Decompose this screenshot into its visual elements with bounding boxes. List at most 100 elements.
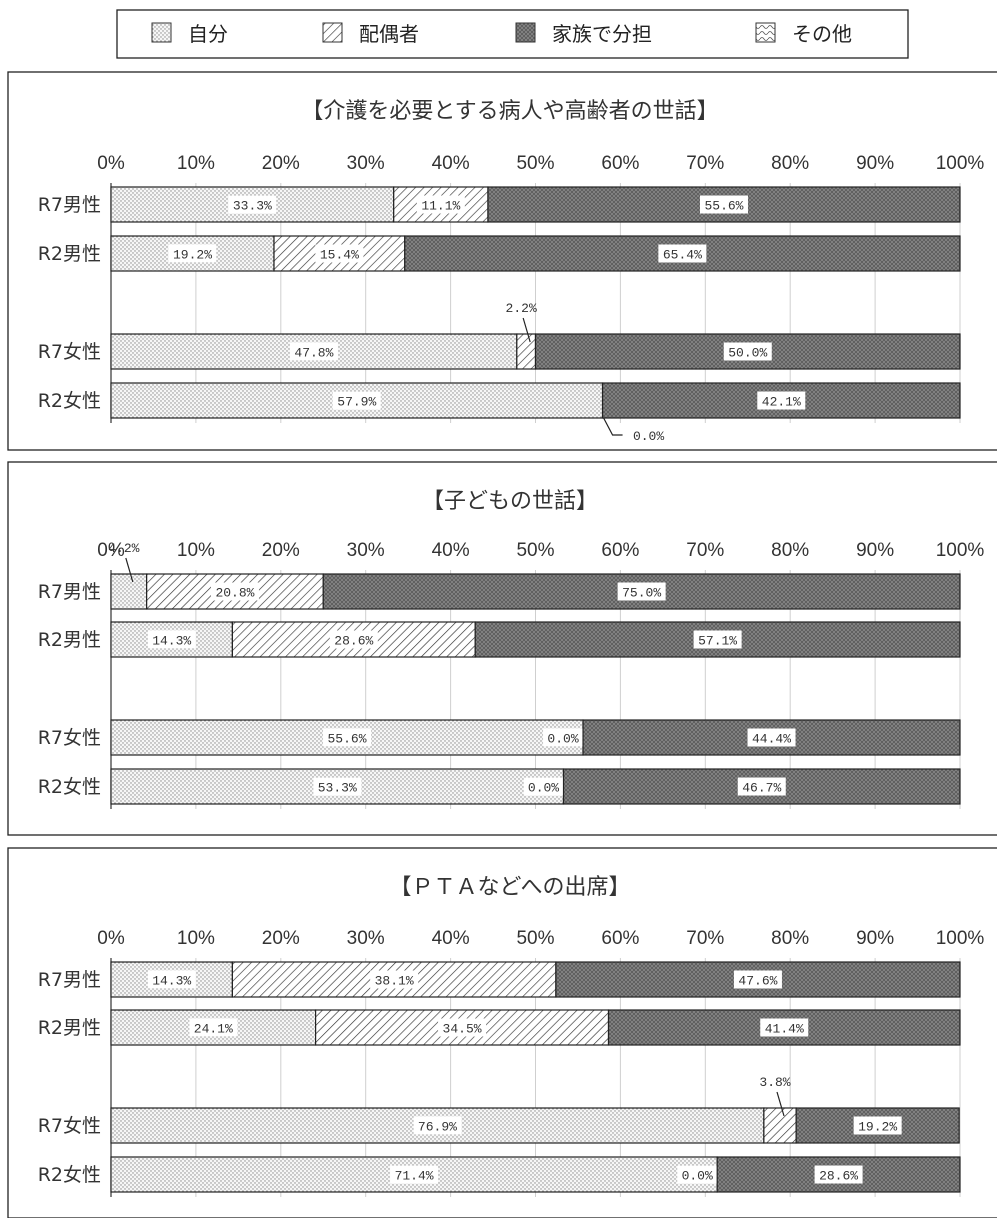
data-label-bg <box>543 728 584 747</box>
data-label: 3.8% <box>759 1075 790 1090</box>
data-label-bg <box>760 1018 809 1037</box>
data-label: 19.2% <box>173 248 212 263</box>
x-tick-label: 90% <box>856 153 894 174</box>
bar-segment-spouse <box>516 333 537 370</box>
data-label: 0.0% <box>547 732 578 747</box>
legend-swatch-family <box>515 22 536 43</box>
row-label: R7女性 <box>38 727 101 749</box>
bar-row: R7男性 14.3% 38.1% 47.6% <box>38 961 961 998</box>
legend-swatch-spouse <box>322 22 343 43</box>
data-label-bg <box>315 244 364 263</box>
row-label: R7男性 <box>38 194 101 216</box>
chart-panel-3: 【ＰＴＡなどへの出席】 0% 10% 20% 30% 40% 50% 60% 70% 80% 90%… <box>7 847 997 1218</box>
bar-row: R7男性 4.2% 20.8% 75.0% <box>38 541 961 610</box>
data-label: 4.2% <box>108 541 139 556</box>
data-label-bg <box>693 630 742 649</box>
x-tick-label: 60% <box>601 540 639 561</box>
data-label: 50.0% <box>728 346 767 361</box>
leader-line <box>602 415 623 436</box>
data-label: 71.4% <box>395 1169 434 1184</box>
chart-title: 【ＰＴＡなどへの出席】 <box>390 875 631 900</box>
chart-panel-2: 【子どもの世話】 0% 10% 20% 30% 40% 50% 60% 70% 80% 90% 100… <box>7 461 997 836</box>
data-label-bg <box>210 582 259 601</box>
x-tick-label: 0% <box>97 540 125 561</box>
data-label: 46.7% <box>742 781 781 796</box>
legend-swatch-self <box>151 22 172 43</box>
leader-line <box>125 557 134 583</box>
data-label: 47.6% <box>738 974 777 989</box>
legend-swatch-other <box>755 22 776 43</box>
data-label: 28.6% <box>334 634 373 649</box>
data-label-bg <box>438 1018 487 1037</box>
data-label-bg <box>168 244 217 263</box>
leader-line <box>522 317 531 343</box>
chart-panels: 【介護を必要とする病人や高齢者の世話】 0% 10% 20% 30% 40% 50% 60% 7… <box>7 71 997 1218</box>
bar-row: R7女性 76.9% 3.8% 19.2% <box>38 1075 960 1144</box>
data-label: 20.8% <box>215 586 254 601</box>
x-tick-label: 70% <box>686 928 724 949</box>
bar-row: R7女性 47.8% 2.2% 50.0% <box>38 301 961 370</box>
data-label-bg <box>814 1165 863 1184</box>
chart-title: 【介護を必要とする病人や高齢者の世話】 <box>301 99 718 124</box>
x-tick-label: 100% <box>936 540 985 561</box>
leader-line <box>776 1091 785 1117</box>
data-label: 65.4% <box>663 248 702 263</box>
x-tick-label: 90% <box>856 540 894 561</box>
chart-panel-1: 【介護を必要とする病人や高齢者の世話】 0% 10% 20% 30% 40% 50% 60% 7… <box>7 71 997 451</box>
x-tick-label: 90% <box>856 928 894 949</box>
data-label: 14.3% <box>152 974 191 989</box>
data-label-bg <box>147 970 196 989</box>
row-label: R7男性 <box>38 581 101 603</box>
row-label: R2女性 <box>38 390 101 412</box>
row-label: R7男性 <box>38 969 101 991</box>
x-tick-label: 70% <box>686 540 724 561</box>
data-label: 34.5% <box>443 1022 482 1037</box>
x-tick-label: 70% <box>686 153 724 174</box>
data-label-bg <box>723 342 772 361</box>
row-label: R7女性 <box>38 341 101 363</box>
data-label-bg <box>370 970 419 989</box>
bar-segment-family <box>322 573 961 610</box>
data-label-bg <box>147 630 196 649</box>
data-label-bg <box>323 728 372 747</box>
data-label-bg <box>390 1165 439 1184</box>
row-label: R2男性 <box>38 1017 101 1039</box>
data-label: 28.6% <box>819 1169 858 1184</box>
x-tick-label: 30% <box>347 540 385 561</box>
data-label: 11.1% <box>421 199 460 214</box>
data-label-bg <box>747 728 796 747</box>
data-label: 15.4% <box>320 248 359 263</box>
bar-segment-self <box>110 1156 718 1193</box>
data-label-bg <box>617 582 666 601</box>
bar-segment-spouse <box>763 1107 797 1144</box>
data-label: 38.1% <box>375 974 414 989</box>
x-tick-label: 30% <box>347 928 385 949</box>
x-tick-label: 0% <box>97 153 125 174</box>
x-tick-label: 20% <box>262 540 300 561</box>
chart-title: 【子どもの世話】 <box>422 489 598 514</box>
data-label: 0.0% <box>633 429 664 444</box>
data-label: 47.8% <box>294 346 333 361</box>
x-tick-label: 30% <box>347 153 385 174</box>
x-tick-label: 20% <box>262 153 300 174</box>
data-label-bg <box>189 1018 238 1037</box>
legend-label-spouse: 配偶者 <box>359 22 419 46</box>
data-label: 57.9% <box>337 395 376 410</box>
data-label-bg <box>853 1116 902 1135</box>
bar-segment-self <box>110 573 148 610</box>
x-tick-label: 60% <box>601 928 639 949</box>
bar-row: R2男性 19.2% 15.4% 65.4% <box>38 235 961 272</box>
legend-label-family: 家族で分担 <box>552 22 652 46</box>
data-label-bg <box>313 777 362 796</box>
data-label-bg <box>289 342 338 361</box>
row-label: R2女性 <box>38 776 101 798</box>
data-label-bg <box>677 1165 718 1184</box>
x-tick-label: 20% <box>262 928 300 949</box>
x-tick-label: 40% <box>432 153 470 174</box>
x-tick-label: 10% <box>177 928 215 949</box>
data-label: 14.3% <box>152 634 191 649</box>
data-label: 0.0% <box>528 781 559 796</box>
bar-row: R2女性 53.3% 0.0% 46.7% <box>38 768 961 805</box>
bar-row: R7男性 33.3% 11.1% 55.6% <box>38 186 961 223</box>
